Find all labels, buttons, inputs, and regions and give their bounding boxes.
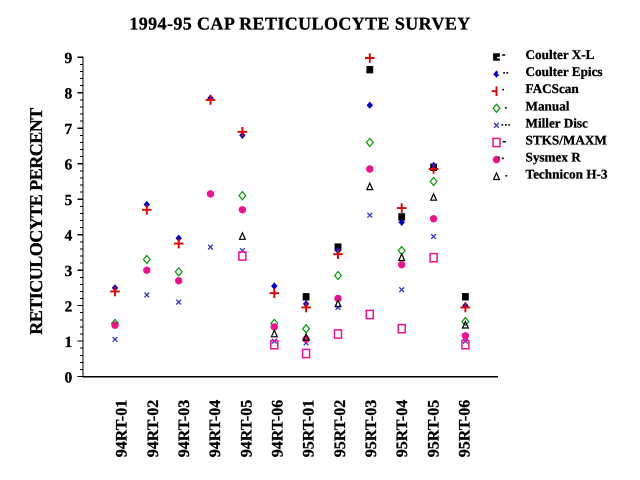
svg-text:8: 8 <box>65 86 73 103</box>
svg-text:95RT-01: 95RT-01 <box>301 400 318 458</box>
svg-text:0: 0 <box>65 369 73 386</box>
svg-text:2: 2 <box>65 298 73 315</box>
svg-text:Coulter X-L: Coulter X-L <box>526 47 595 62</box>
svg-text:7: 7 <box>65 121 73 138</box>
svg-text:RETICULOCYTE PERCENT: RETICULOCYTE PERCENT <box>26 108 46 335</box>
svg-text:95RT-02: 95RT-02 <box>332 400 349 458</box>
svg-text:95RT-03: 95RT-03 <box>363 400 380 458</box>
svg-text:STKS/MAXM: STKS/MAXM <box>526 133 608 148</box>
svg-text:94RT-02: 94RT-02 <box>145 400 162 458</box>
svg-text:FACScan: FACScan <box>526 81 580 96</box>
svg-text:5: 5 <box>65 192 73 209</box>
svg-text:1: 1 <box>65 334 73 351</box>
svg-text:6: 6 <box>65 156 73 173</box>
svg-text:94RT-03: 94RT-03 <box>176 400 193 458</box>
svg-text:3: 3 <box>65 263 73 280</box>
svg-text:94RT-04: 94RT-04 <box>207 400 224 458</box>
svg-text:95RT-05: 95RT-05 <box>425 400 442 458</box>
svg-text:1994-95 CAP RETICULOCYTE SURVE: 1994-95 CAP RETICULOCYTE SURVEY <box>129 14 470 34</box>
svg-text:Manual: Manual <box>526 98 570 113</box>
svg-text:94RT-01: 94RT-01 <box>114 400 131 458</box>
svg-text:Technicon H-3: Technicon H-3 <box>526 167 608 182</box>
svg-text:Miller Disc: Miller Disc <box>526 115 589 130</box>
svg-text:9: 9 <box>65 50 73 67</box>
svg-text:Coulter Epics: Coulter Epics <box>526 64 603 79</box>
svg-text:95RT-04: 95RT-04 <box>394 400 411 458</box>
svg-text:94RT-06: 94RT-06 <box>270 400 287 458</box>
svg-text:Sysmex R: Sysmex R <box>526 150 582 165</box>
svg-text:95RT-06: 95RT-06 <box>457 400 474 458</box>
svg-text:4: 4 <box>65 227 73 244</box>
svg-text:94RT-05: 94RT-05 <box>238 400 255 458</box>
